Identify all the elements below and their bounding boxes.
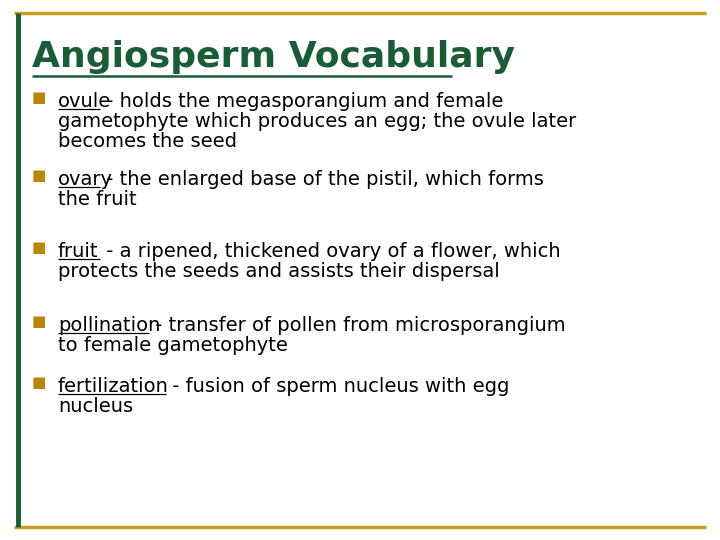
Text: - the enlarged base of the pistil, which forms: - the enlarged base of the pistil, which…	[99, 170, 544, 189]
Text: ovary: ovary	[58, 170, 113, 189]
Text: ■: ■	[32, 240, 46, 255]
Text: the fruit: the fruit	[58, 190, 137, 209]
Text: becomes the seed: becomes the seed	[58, 132, 237, 151]
Text: - transfer of pollen from microsporangium: - transfer of pollen from microsporangiu…	[149, 316, 566, 335]
Text: - fusion of sperm nucleus with egg: - fusion of sperm nucleus with egg	[166, 377, 509, 396]
Text: ■: ■	[32, 314, 46, 329]
Text: pollination: pollination	[58, 316, 161, 335]
Text: - holds the megasporangium and female: - holds the megasporangium and female	[99, 92, 503, 111]
Text: nucleus: nucleus	[58, 397, 133, 416]
Text: - a ripened, thickened ovary of a flower, which: - a ripened, thickened ovary of a flower…	[99, 242, 560, 261]
Text: to female gametophyte: to female gametophyte	[58, 336, 288, 355]
Text: Angiosperm Vocabulary: Angiosperm Vocabulary	[32, 40, 515, 74]
Text: fertilization: fertilization	[58, 377, 169, 396]
Text: ■: ■	[32, 90, 46, 105]
Text: fruit: fruit	[58, 242, 99, 261]
Text: protects the seeds and assists their dispersal: protects the seeds and assists their dis…	[58, 262, 500, 281]
Text: ovule: ovule	[58, 92, 112, 111]
Text: gametophyte which produces an egg; the ovule later: gametophyte which produces an egg; the o…	[58, 112, 576, 131]
Text: ■: ■	[32, 375, 46, 390]
Text: ■: ■	[32, 168, 46, 183]
